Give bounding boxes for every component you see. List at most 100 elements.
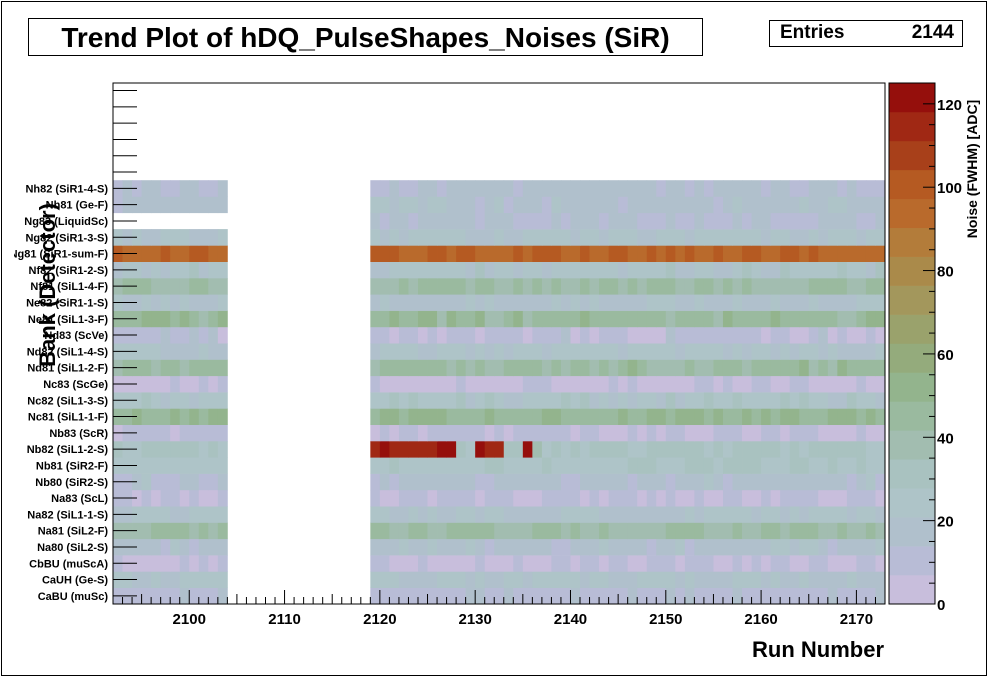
heatmap-cell [494,294,505,311]
heatmap-cell [179,587,190,605]
heatmap-cell [818,473,829,491]
heatmap-cell [875,555,886,572]
heatmap-cell [465,473,476,491]
heatmap-cell [522,441,533,458]
heatmap-cell [627,196,638,214]
heatmap-cell [827,587,838,605]
heatmap-cell [808,555,819,572]
heatmap-cell [627,424,638,442]
heatmap-cell [132,408,142,425]
heatmap-cell [799,229,810,246]
heatmap-cell [541,571,552,588]
heatmap-cell [694,261,705,279]
heatmap-cell [398,457,409,474]
heatmap-cell [656,392,667,409]
heatmap-cell [398,587,409,605]
heatmap-cell [865,587,876,605]
heatmap-cell [570,229,581,246]
heatmap-cell [722,343,733,360]
heatmap-cell [370,506,381,523]
heatmap-cell [856,457,867,474]
heatmap-cell [656,294,667,311]
heatmap-cell [198,473,209,491]
heatmap-cell [503,326,514,344]
heatmap-cell [427,538,438,556]
heatmap-cell [732,180,743,197]
heatmap-cell [789,587,800,605]
heatmap-cell [179,326,190,344]
y-axis-title: Bank (Detector) [35,203,60,367]
heatmap-cell [589,245,600,262]
heatmap-cell [665,506,676,523]
heatmap-cell [732,196,743,214]
heatmap-cell [703,212,714,230]
palette-segment [889,256,935,286]
heatmap-cell [675,489,686,507]
heatmap-cell [656,180,667,197]
heatmap-cell [789,261,800,279]
heatmap-cell [770,538,781,556]
heatmap-cell [551,310,562,328]
heatmap-cell [551,457,562,474]
heatmap-cells [113,180,886,605]
heatmap-cell [722,359,733,377]
heatmap-cell [580,180,590,197]
heatmap-cell [646,326,657,344]
heatmap-cell [532,229,543,246]
heatmap-cell [475,473,486,491]
heatmap-cell [646,408,657,425]
heatmap-cell [684,212,695,230]
heatmap-cell [160,196,171,214]
heatmap-cell [198,457,209,474]
heatmap-cell [808,326,819,344]
heatmap-cell [818,359,829,377]
heatmap-cell [618,180,629,197]
heatmap-cell [446,392,457,409]
heatmap-cell [732,408,743,425]
heatmap-cell [742,343,752,360]
heatmap-cell [856,310,867,328]
heatmap-cell [780,457,791,474]
heatmap-cell [808,180,819,197]
heatmap-cell [541,212,552,230]
x-tick-label: 2130 [458,611,491,628]
heatmap-cell [742,424,752,442]
heatmap-cell [179,294,190,311]
heatmap-cell [732,538,743,556]
heatmap-cell [513,506,524,523]
heatmap-cell [494,180,505,197]
heatmap-cell [703,587,714,605]
heatmap-cell [437,196,447,214]
heatmap-cell [398,506,409,523]
heatmap-cell [665,229,676,246]
heatmap-cell [865,229,876,246]
heatmap-cell [665,538,676,556]
heatmap-cell [837,441,848,458]
heatmap-cell [437,408,447,425]
heatmap-cell [780,506,791,523]
heatmap-cell [637,489,648,507]
heatmap-cell [808,212,819,230]
heatmap-cell [837,424,848,442]
heatmap-cell [770,424,781,442]
heatmap-cell [770,326,781,344]
heatmap-cell [513,261,524,279]
heatmap-cell [589,310,600,328]
heatmap-cell [465,310,476,328]
heatmap-cell [379,473,390,491]
heatmap-cell [503,571,514,588]
heatmap-cell [646,424,657,442]
heatmap-cell [398,571,409,588]
heatmap-cell [465,375,476,393]
heatmap-cell [875,538,886,556]
heatmap-cell [846,408,857,425]
heatmap-cell [770,359,781,377]
heatmap-cell [189,408,200,425]
heatmap-cell [808,278,819,295]
heatmap-cell [789,555,800,572]
heatmap-cell [198,375,209,393]
heatmap-cell [551,441,562,458]
heatmap-cell [427,294,438,311]
heatmap-cell [379,538,390,556]
